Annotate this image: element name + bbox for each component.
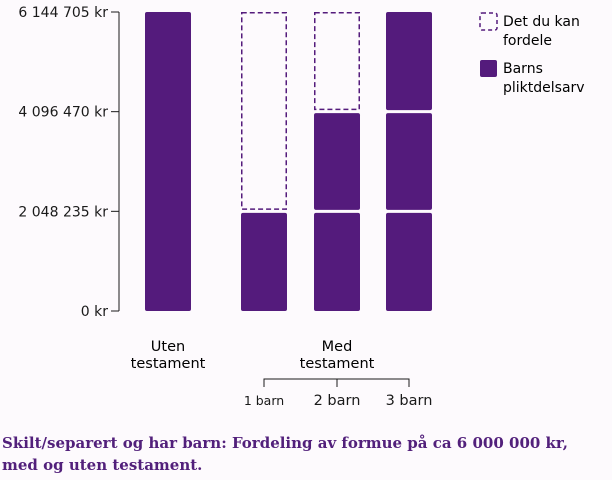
legend-pliktdel-swatch: [480, 60, 497, 77]
bar-segment-free: [314, 12, 360, 111]
bar-segment-pliktdel: [314, 113, 360, 210]
legend-pliktdel-label-line1: Barns: [503, 61, 543, 77]
bar-segment-pliktdel: [386, 12, 432, 111]
y-axis: 0 kr 2 048 235 kr 4 096 470 kr 6 144 705 kr: [18, 5, 120, 320]
bar-segment-pliktdel: [145, 12, 191, 311]
bars: [145, 12, 432, 311]
legend-pliktdel-label-line2: pliktdelsarv: [503, 80, 585, 96]
med-testament-bracket: [263, 378, 410, 387]
group-label-uten-line1: Uten: [151, 339, 185, 355]
group-label-uten-line2: testament: [131, 356, 206, 372]
y-tick-label: 6 144 705 kr: [18, 5, 108, 21]
x-tick-label: 1 barn: [244, 393, 284, 408]
y-tick-label: 4 096 470 kr: [18, 105, 108, 121]
y-tick-label: 0 kr: [81, 304, 108, 320]
stacked-bar-chart: 0 kr 2 048 235 kr 4 096 470 kr 6 144 705 kr…: [18, 5, 585, 409]
group-labels: Uten testament Med testament: [131, 339, 410, 387]
group-label-med-line2: testament: [300, 356, 375, 372]
bar-segment-pliktdel: [241, 212, 287, 311]
legend-free-label-line1: Det du kan: [503, 14, 580, 30]
y-tick-label: 2 048 235 kr: [18, 204, 108, 220]
x-tick-label: 2 barn: [314, 393, 361, 409]
bar-segment-pliktdel: [314, 212, 360, 311]
x-tick-label: 3 barn: [386, 393, 433, 409]
figure-caption: Skilt/separert og har barn: Fordeling av…: [2, 434, 568, 474]
legend: Det du kan fordele Barns pliktdelsarv: [479, 12, 585, 96]
bar-segment-pliktdel: [386, 113, 432, 210]
bar-segment-free: [241, 12, 287, 210]
x-tick-labels: 1 barn 2 barn 3 barn: [244, 393, 433, 409]
legend-free-swatch: [479, 12, 498, 31]
bar-segment-pliktdel: [386, 212, 432, 311]
legend-free-label-line2: fordele: [503, 33, 552, 49]
group-label-med-line1: Med: [322, 339, 353, 355]
